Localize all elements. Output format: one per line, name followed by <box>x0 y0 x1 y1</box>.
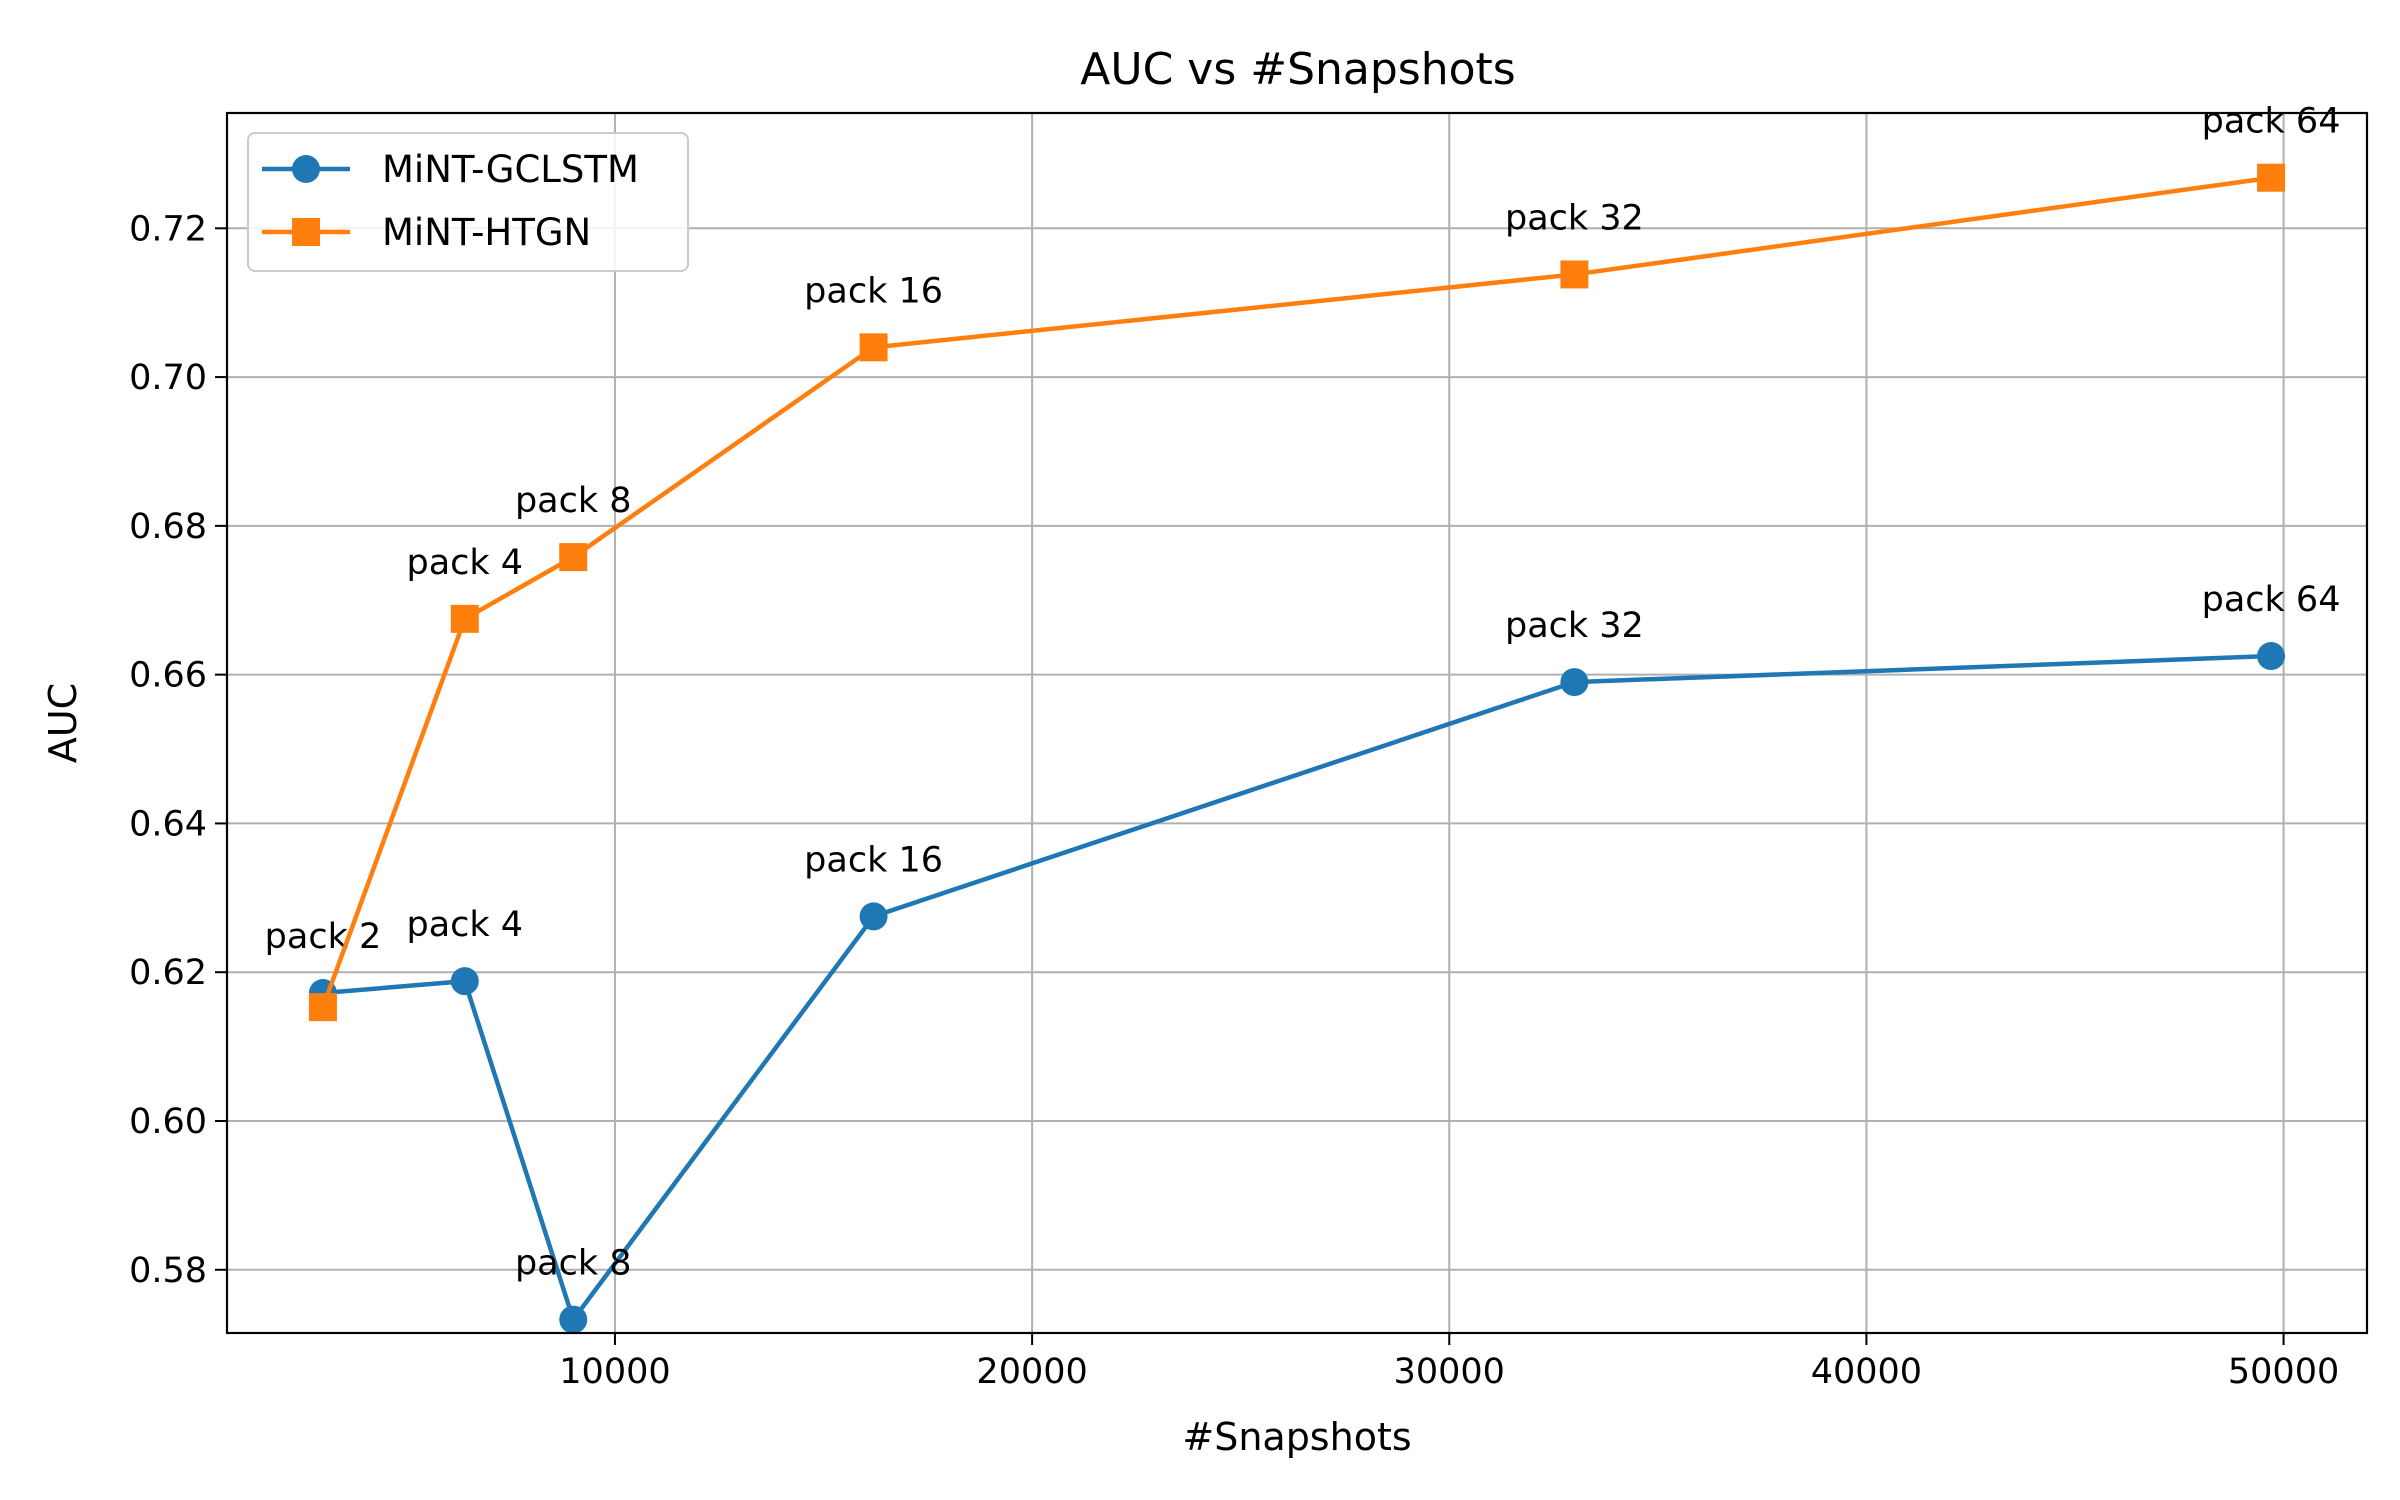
data-label: pack 8 <box>515 481 632 521</box>
mint-htgn-line <box>320 175 2272 1008</box>
y-tick-label: 0.58 <box>129 1251 207 1291</box>
mint-htgn-point <box>308 993 337 1022</box>
y-tick-label: 0.60 <box>129 1102 207 1142</box>
mint-htgn-point <box>559 543 588 572</box>
x-tick-label: 10000 <box>559 1352 670 1392</box>
ticks: 10000 20000 30000 40000 50000 0.58 0.60 0.62 0.6… <box>129 209 2339 1392</box>
mint-gclstm-point <box>450 967 479 996</box>
y-tick-label: 0.68 <box>129 507 207 547</box>
data-label: pack 32 <box>1505 606 1644 646</box>
plot-frame <box>225 111 2369 1335</box>
legend-marker <box>292 218 320 246</box>
data-label: pack 8 <box>515 1244 632 1284</box>
data-label: pack 64 <box>2202 102 2341 142</box>
y-tick-label: 0.70 <box>129 358 207 398</box>
mint-gclstm-point <box>559 1305 588 1334</box>
mint-htgn-point <box>859 333 888 362</box>
data-label: pack 4 <box>406 543 523 583</box>
legend-label: MiNT-HTGN <box>382 211 591 254</box>
x-tick-label: 40000 <box>1811 1352 1922 1392</box>
mint-gclstm-point <box>859 902 888 931</box>
data-label: pack 16 <box>804 271 943 311</box>
y-tick-label: 0.64 <box>129 804 207 844</box>
y-tick-label: 0.66 <box>129 656 207 696</box>
mint-gclstm-line <box>322 653 2272 1322</box>
y-tick-label: 0.72 <box>129 209 207 249</box>
y-tick-label: 0.62 <box>129 953 207 993</box>
mint-gclstm-point <box>1560 668 1589 697</box>
data-label: pack 32 <box>1505 198 1644 238</box>
y-axis-label: AUC <box>41 683 85 763</box>
mint-htgn-point <box>450 604 479 633</box>
data-label: pack 64 <box>2202 580 2341 620</box>
data-label: pack 2 <box>265 917 382 957</box>
x-tick-label: 50000 <box>2228 1352 2339 1392</box>
legend: MiNT-GCLSTM MiNT-HTGN <box>247 132 689 272</box>
data-label: pack 4 <box>406 905 523 945</box>
chart-title: AUC vs #Snapshots <box>1080 44 1515 95</box>
mint-htgn-point <box>2257 163 2286 192</box>
series-layer: pack 2 pack 4 pack 8 pack 16 pack 32 pack 64 p… <box>265 102 2341 1334</box>
mint-gclstm-point <box>2257 642 2286 671</box>
legend-box <box>247 132 689 272</box>
legend-marker <box>292 155 320 183</box>
x-tick-label: 20000 <box>976 1352 1087 1392</box>
data-label: pack 16 <box>804 840 943 880</box>
mint-htgn-point <box>1560 260 1589 289</box>
legend-label: MiNT-GCLSTM <box>382 148 639 191</box>
x-axis-label: #Snapshots <box>1182 1415 1411 1459</box>
x-tick-label: 30000 <box>1394 1352 1505 1392</box>
